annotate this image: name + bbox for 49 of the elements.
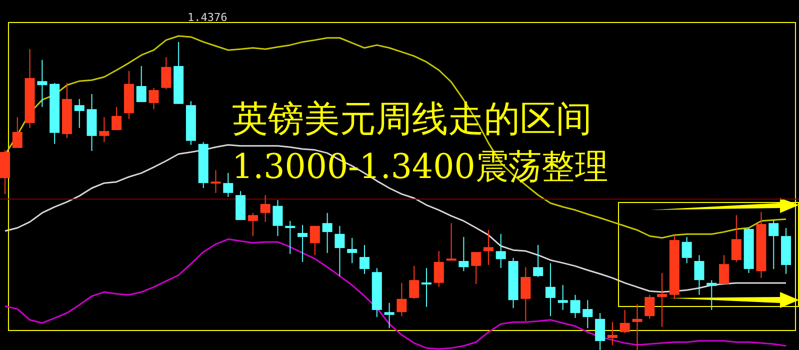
candlestick	[520, 266, 531, 322]
candlestick	[768, 220, 779, 270]
candlestick	[496, 233, 506, 269]
candlestick	[310, 225, 320, 256]
candlestick	[570, 294, 580, 318]
candlestick	[731, 214, 742, 262]
candlestick	[421, 268, 432, 308]
candlestick	[409, 265, 420, 300]
candlestick	[545, 262, 556, 317]
candlestick	[384, 302, 394, 329]
candlestick	[360, 244, 370, 274]
candlestick	[136, 66, 146, 103]
candlestick	[112, 106, 122, 131]
candlestick	[298, 224, 308, 262]
candlestick	[334, 225, 345, 277]
candlestick	[620, 309, 630, 334]
candlestick	[272, 200, 283, 237]
candlestick	[446, 222, 456, 261]
candlestick	[322, 212, 332, 254]
candlestick	[595, 312, 606, 350]
candlestick	[719, 254, 730, 285]
candlestick	[694, 254, 704, 296]
candlestick	[644, 294, 655, 320]
candlestick	[223, 172, 234, 198]
candlestick	[533, 244, 544, 278]
candlestick	[558, 284, 568, 310]
candlestick	[74, 98, 84, 128]
candlestick	[471, 252, 482, 285]
candlestick	[37, 59, 48, 108]
candlestick	[434, 250, 444, 288]
candlestick	[706, 280, 717, 310]
candlestick	[396, 282, 407, 317]
candlestick	[607, 321, 618, 346]
candlestick	[657, 272, 668, 328]
candlestick	[285, 220, 296, 254]
candlestick	[148, 87, 159, 110]
candlestick	[483, 229, 494, 266]
candlestick	[632, 304, 642, 350]
text: 1.4376	[188, 11, 228, 24]
candlestick	[248, 212, 258, 237]
candlestick	[458, 236, 469, 272]
candlestick	[582, 300, 593, 329]
candlestick	[260, 194, 270, 222]
candlestick	[99, 116, 110, 143]
candlestick	[682, 236, 692, 264]
candlestick	[12, 116, 22, 148]
candlestick	[347, 237, 358, 264]
candlestick	[210, 170, 221, 194]
candlestick	[161, 56, 172, 90]
